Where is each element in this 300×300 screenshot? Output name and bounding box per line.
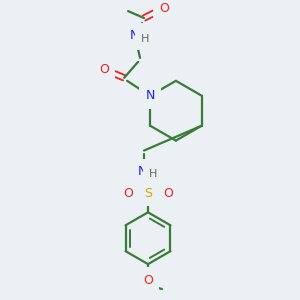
Text: O: O <box>143 274 153 286</box>
Text: H: H <box>141 34 149 44</box>
Text: N: N <box>129 29 139 43</box>
Text: O: O <box>159 2 169 15</box>
Text: O: O <box>123 187 133 200</box>
Text: O: O <box>163 187 173 200</box>
Text: S: S <box>144 187 152 200</box>
Text: N: N <box>137 165 147 178</box>
Text: O: O <box>99 63 109 76</box>
Text: N: N <box>145 89 155 102</box>
Text: H: H <box>149 169 157 179</box>
